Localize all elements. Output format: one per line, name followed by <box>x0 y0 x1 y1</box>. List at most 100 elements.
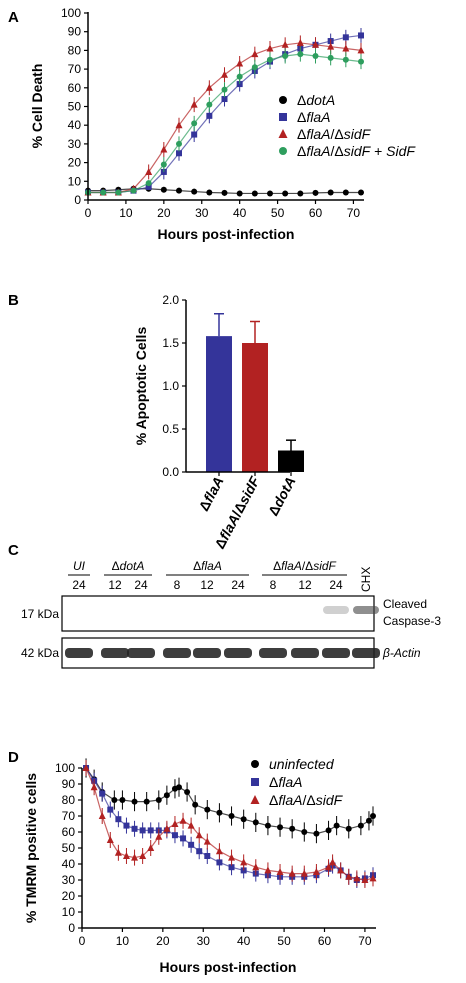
actin-band <box>127 648 155 658</box>
data-point <box>358 189 364 196</box>
data-point <box>204 806 211 813</box>
data-point <box>327 54 334 61</box>
data-point <box>267 190 273 197</box>
data-point <box>236 59 244 67</box>
data-point <box>100 189 107 196</box>
data-point <box>82 764 90 771</box>
data-point <box>147 827 154 834</box>
data-point <box>147 844 155 851</box>
data-point <box>145 183 152 190</box>
panel-a-chart: 0 10 20 30 40 50 60 70 0 10 20 30 40 50 60 70 80 90 100 Ho… <box>29 6 416 242</box>
legend-marker-uninfected <box>251 760 259 768</box>
x-tick-label-20: 20 <box>157 206 171 220</box>
data-point <box>188 841 195 848</box>
bar-flaa-sidf <box>242 343 268 472</box>
data-point <box>337 866 345 874</box>
y-tick-label-100: 100 <box>55 761 75 775</box>
y-tick-label-70: 70 <box>62 809 76 823</box>
legend-label-dota: ΔdotA <box>297 92 335 108</box>
x-tick-label-50: 50 <box>277 934 291 948</box>
series-uninfected <box>83 758 376 844</box>
panel-d-x-title: Hours post-infection <box>160 959 297 975</box>
data-point <box>145 167 153 175</box>
data-point <box>301 829 308 835</box>
panel-a-ticks: 0 10 20 30 40 50 60 70 0 10 20 30 40 50 60 70 80 90 100 <box>61 6 360 220</box>
data-point <box>357 46 365 54</box>
data-point <box>131 798 138 805</box>
data-point <box>206 189 213 196</box>
data-point <box>296 38 304 46</box>
data-point <box>139 827 146 834</box>
data-point <box>342 44 350 52</box>
data-point <box>325 827 332 834</box>
x-tick-label-50: 50 <box>271 206 285 220</box>
data-point <box>312 868 320 875</box>
blot-bands <box>65 606 380 658</box>
data-point <box>289 825 296 832</box>
data-point <box>365 817 372 824</box>
data-point <box>221 86 228 93</box>
x-tick-label-40: 40 <box>233 206 247 220</box>
data-point <box>240 858 248 866</box>
data-point <box>327 189 334 196</box>
data-point <box>196 848 203 855</box>
b-y-tick-label-0-5: 0.5 <box>162 422 179 436</box>
data-point <box>312 53 319 60</box>
data-point <box>358 32 364 39</box>
data-point <box>176 784 182 791</box>
data-point <box>267 56 273 63</box>
lane-label: 24 <box>72 578 86 592</box>
data-point <box>345 825 352 832</box>
category-label-dota: ΔdotA <box>265 474 299 519</box>
data-point <box>175 121 183 129</box>
x-tick-label-0: 0 <box>85 206 92 220</box>
data-point <box>187 821 195 829</box>
y-tick-label-80: 80 <box>68 43 82 57</box>
panel-d-chart: 0 10 20 30 40 50 60 70 0 10 20 30 40 50 60 70 80 90 100 Ho… <box>23 756 377 975</box>
data-point <box>160 145 168 153</box>
data-point <box>288 869 296 877</box>
data-point <box>342 189 349 196</box>
legend-marker-flaa-sidf <box>278 129 288 138</box>
data-point <box>369 874 377 882</box>
legend-label-flaa-sidf-sidf: ΔflaA/ΔsidF + SidF <box>297 143 416 159</box>
data-point <box>184 789 191 795</box>
data-point <box>122 852 130 859</box>
data-point <box>329 858 337 866</box>
data-point <box>345 872 353 880</box>
data-point <box>327 42 335 50</box>
legend-label-flaa-sidf: ΔflaA/ΔsidF <box>269 792 344 808</box>
b-y-tick-label-0-0: 0.0 <box>162 465 179 479</box>
lane-label: 24 <box>329 578 343 592</box>
data-point <box>203 837 211 845</box>
panel-a-y-title: % Cell Death <box>29 64 45 149</box>
data-point <box>131 825 138 832</box>
b-y-tick-label-1-0: 1.0 <box>162 379 179 393</box>
data-point <box>191 120 198 127</box>
data-point <box>215 847 223 855</box>
data-point <box>155 797 162 803</box>
actin-band <box>193 648 221 658</box>
data-point <box>98 812 106 819</box>
x-tick-label-60: 60 <box>318 934 332 948</box>
data-point <box>206 112 213 119</box>
actin-band <box>291 648 319 658</box>
data-point <box>251 190 258 197</box>
data-point <box>281 40 289 48</box>
x-tick-label-30: 30 <box>195 206 209 220</box>
data-point <box>358 58 364 65</box>
x-tick-label-60: 60 <box>309 206 323 220</box>
y-tick-label-80: 80 <box>62 793 76 807</box>
legend-label-flaa-sidf: ΔflaA/ΔsidF <box>297 126 372 142</box>
bar-flaa <box>206 336 232 472</box>
panel-label-a: A <box>8 9 19 26</box>
legend-label-flaa: ΔflaA <box>269 774 302 790</box>
data-point <box>221 189 228 196</box>
data-point <box>342 34 349 41</box>
data-point <box>192 801 199 808</box>
x-tick-label-0: 0 <box>79 934 86 948</box>
legend-label-uninfected: uninfected <box>269 756 335 772</box>
category-label-flaa: ΔflaA <box>195 474 226 514</box>
legend-marker-flaa <box>251 778 259 786</box>
